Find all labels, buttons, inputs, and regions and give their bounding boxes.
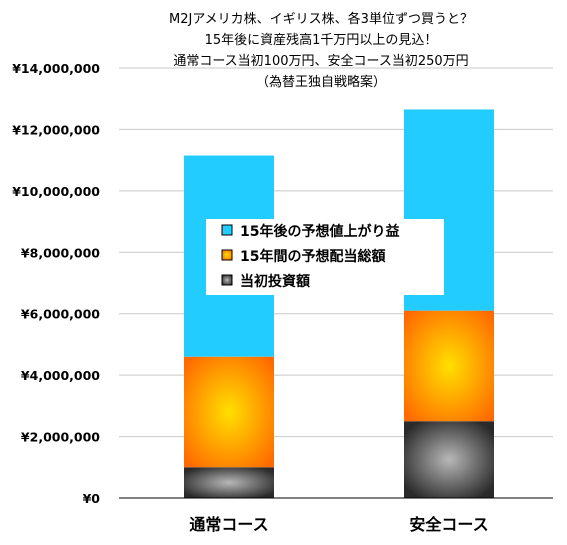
title-line-2: 15年後に資産残高1千万円以上の見込！ [205, 32, 438, 48]
y-tick-label: ¥2,000,000 [21, 430, 100, 445]
y-tick-label: ¥10,000,000 [12, 184, 100, 199]
bar-segment-initial [404, 421, 494, 498]
bar-segment-dividend [184, 356, 274, 468]
legend-label-dividend: 15年間の予想配当総額 [240, 248, 385, 265]
bar-segment-dividend [404, 310, 494, 422]
chart-title: M2Jアメリカ株、イギリス株、各3単位ずつ買うと？ 15年後に資産残高1千万円以… [169, 11, 473, 90]
title-line-3: 通常コース当初100万円、安全コース当初250万円 [173, 53, 468, 69]
legend-label-gain: 15年後の予想値上がり益 [240, 223, 399, 240]
y-tick-label: ¥0 [83, 491, 101, 506]
x-category-label: 安全コース [409, 515, 488, 534]
bars [184, 109, 494, 498]
legend-swatch-gain [221, 224, 233, 236]
y-axis-tick-labels: ¥0 ¥2,000,000 ¥4,000,000 ¥6,000,000 ¥8,000,0… [12, 61, 100, 506]
y-tick-label: ¥14,000,000 [12, 61, 100, 76]
y-tick-label: ¥4,000,000 [21, 368, 100, 383]
bar-segment-initial [184, 467, 274, 498]
legend: 15年後の予想値上がり益 15年間の予想配当総額 当初投資額 [206, 219, 444, 295]
title-line-4: （為替王独自戦略案） [256, 74, 386, 90]
legend-box [206, 219, 444, 295]
x-axis-category-labels: 通常コース 安全コース [189, 515, 488, 534]
y-tick-label: ¥6,000,000 [21, 307, 100, 322]
title-line-1: M2Jアメリカ株、イギリス株、各3単位ずつ買うと？ [169, 11, 473, 27]
x-category-label: 通常コース [189, 515, 268, 534]
legend-swatch-initial [221, 274, 233, 286]
y-tick-label: ¥12,000,000 [12, 122, 100, 137]
y-tick-label: ¥8,000,000 [21, 245, 100, 260]
legend-label-initial: 当初投資額 [240, 273, 310, 290]
legend-swatch-dividend [221, 249, 233, 261]
